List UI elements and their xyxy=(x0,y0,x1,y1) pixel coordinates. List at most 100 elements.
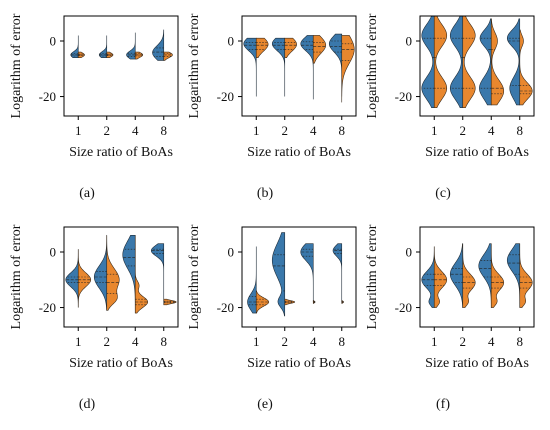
y-axis-label: Logarithm of error xyxy=(187,224,202,329)
violin-left-half-2 xyxy=(93,234,108,311)
x-tick-label: 1 xyxy=(431,334,438,349)
y-axis-label: Logarithm of error xyxy=(365,13,380,118)
y-tick-label: -20 xyxy=(217,300,234,315)
x-tick-label: 8 xyxy=(339,334,346,349)
x-tick-label: 4 xyxy=(488,123,495,138)
x-tick-label: 8 xyxy=(161,334,168,349)
x-tick-label: 2 xyxy=(282,334,289,349)
violin-left-half-4 xyxy=(478,243,492,309)
x-axis-label: Size ratio of BoAs xyxy=(425,145,529,160)
axes-frame xyxy=(63,15,179,117)
x-tick-label: 2 xyxy=(104,334,111,349)
violin-right-half-2 xyxy=(462,15,476,108)
x-tick-label: 8 xyxy=(517,123,524,138)
violin-right-half-2 xyxy=(284,37,297,58)
violin-left-half-2 xyxy=(271,37,286,97)
violin-right-half-8 xyxy=(341,35,355,103)
x-axis-label: Size ratio of BoAs xyxy=(69,356,173,371)
violin-right-half-4 xyxy=(134,51,144,60)
x-tick-label: 4 xyxy=(132,334,139,349)
violin-left-half-4 xyxy=(300,35,314,100)
violin-left-half-1 xyxy=(421,15,435,108)
x-axis-label: Size ratio of BoAs xyxy=(247,356,351,371)
y-axis-label: Logarithm of error xyxy=(365,224,380,329)
violin-left-half-1 xyxy=(247,246,257,314)
x-tick-label: 1 xyxy=(75,334,82,349)
y-tick-label: -20 xyxy=(395,300,412,315)
y-tick-label: 0 xyxy=(406,34,413,49)
y-tick-label: 0 xyxy=(228,245,235,260)
x-axis-label: Size ratio of BoAs xyxy=(69,145,173,160)
violin-left-half-1 xyxy=(65,249,79,308)
x-tick-label: 1 xyxy=(431,123,438,138)
violin-left-half-4 xyxy=(300,243,314,302)
violin-left-half-8 xyxy=(328,33,343,97)
y-tick-label: 0 xyxy=(228,34,235,49)
y-tick-label: -20 xyxy=(39,89,56,104)
x-tick-label: 2 xyxy=(282,123,289,138)
x-tick-label: 2 xyxy=(104,123,111,138)
x-tick-label: 8 xyxy=(161,123,168,138)
x-axis-label: Size ratio of BoAs xyxy=(425,356,529,371)
violin-left-half-1 xyxy=(243,37,257,97)
y-axis-label: Logarithm of error xyxy=(9,224,24,329)
violin-left-half-4 xyxy=(479,18,492,106)
violin-left-half-1 xyxy=(70,35,79,58)
violin-left-half-2 xyxy=(449,243,464,308)
axes-frame xyxy=(419,15,535,117)
panel-4: 0 -20 1 2 4 8 Size ratio of BoAs Logarithm of e… xyxy=(9,224,179,412)
violin-right-half-8 xyxy=(519,243,533,308)
y-tick-label: -20 xyxy=(39,300,56,315)
violin-right-half-2 xyxy=(106,235,120,311)
x-tick-label: 1 xyxy=(75,123,82,138)
panel-1: 0 -20 1 2 4 8 Size ratio of BoAs Logarithm of e… xyxy=(9,13,179,201)
x-tick-label: 8 xyxy=(339,123,346,138)
x-tick-label: 8 xyxy=(517,334,524,349)
y-tick-label: -20 xyxy=(217,89,234,104)
y-tick-label: 0 xyxy=(406,245,413,260)
violin-right-half-4 xyxy=(312,35,327,64)
violin-left-half-2 xyxy=(271,232,286,317)
violin-right-half-4 xyxy=(490,243,505,308)
violin-left-half-4 xyxy=(126,32,136,60)
x-axis-label: Size ratio of BoAs xyxy=(247,145,351,160)
violin-left-half-2 xyxy=(98,35,108,58)
x-tick-label: 1 xyxy=(253,334,260,349)
violin-right-half-4 xyxy=(134,235,149,314)
y-axis-label: Logarithm of error xyxy=(187,13,202,118)
violin-right-half-1 xyxy=(77,249,92,308)
x-tick-label: 2 xyxy=(460,123,467,138)
x-tick-label: 4 xyxy=(310,334,317,349)
violin-right-half-1 xyxy=(433,15,448,108)
panel-label: (a) xyxy=(79,186,95,201)
violin-left-half-8 xyxy=(332,243,343,302)
violin-left-half-8 xyxy=(506,18,521,106)
violin-right-half-2 xyxy=(462,243,476,308)
x-tick-label: 1 xyxy=(253,123,260,138)
x-tick-label: 4 xyxy=(488,334,495,349)
violin-left-half-8 xyxy=(152,29,165,61)
panel-label: (c) xyxy=(435,186,451,201)
violin-left-half-8 xyxy=(150,243,165,302)
violin-right-half-4 xyxy=(490,18,505,106)
y-axis-label: Logarithm of error xyxy=(9,13,24,118)
x-tick-label: 4 xyxy=(310,123,317,138)
violin-right-half-1 xyxy=(433,246,448,308)
panel-6: 0 -20 1 2 4 8 Size ratio of BoAs Logarithm of e… xyxy=(365,224,535,412)
panel-2: 0 -20 1 2 4 8 Size ratio of BoAs Logarithm of e… xyxy=(187,13,357,201)
y-tick-label: -20 xyxy=(395,89,412,104)
axes-frame xyxy=(419,226,535,328)
violin-right-half-8 xyxy=(519,29,533,106)
violin-left-half-8 xyxy=(506,243,521,308)
x-tick-label: 2 xyxy=(460,334,467,349)
panel-label: (b) xyxy=(257,186,274,201)
panel-label: (e) xyxy=(257,397,273,412)
violin-left-half-2 xyxy=(449,15,464,108)
x-tick-label: 4 xyxy=(132,123,139,138)
axes-frame xyxy=(241,226,357,328)
violin-left-half-1 xyxy=(421,246,435,308)
y-tick-label: 0 xyxy=(50,34,57,49)
y-tick-label: 0 xyxy=(50,245,57,260)
panel-3: 0 -20 1 2 4 8 Size ratio of BoAs Logarithm of e… xyxy=(365,13,535,201)
